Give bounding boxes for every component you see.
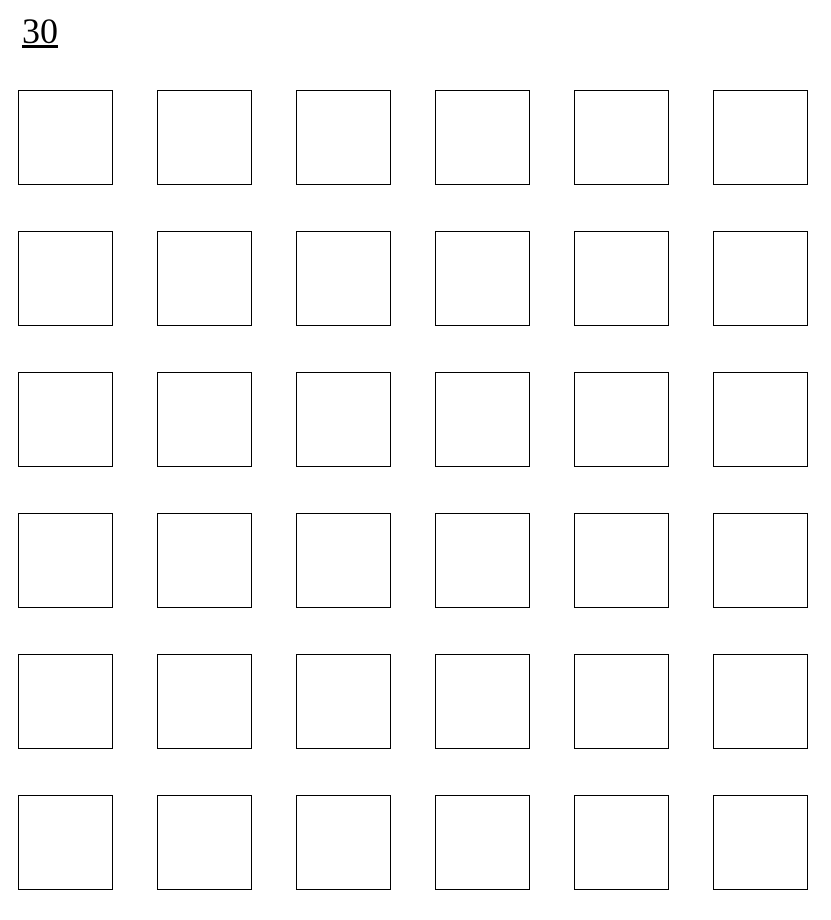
grid-cell <box>713 90 808 185</box>
grid-cell <box>296 372 391 467</box>
grid-cell <box>18 654 113 749</box>
grid-cell <box>713 231 808 326</box>
grid-cell <box>18 372 113 467</box>
grid-cell <box>296 795 391 890</box>
grid-cell <box>435 231 530 326</box>
grid-cell <box>574 513 669 608</box>
grid-cell <box>435 795 530 890</box>
grid-cell <box>18 795 113 890</box>
grid-cell <box>157 513 252 608</box>
grid-cell <box>574 654 669 749</box>
grid-cell <box>296 90 391 185</box>
square-grid <box>18 90 808 890</box>
grid-cell <box>713 513 808 608</box>
grid-cell <box>574 372 669 467</box>
grid-cell <box>18 90 113 185</box>
grid-cell <box>296 654 391 749</box>
grid-cell <box>574 90 669 185</box>
grid-cell <box>157 654 252 749</box>
grid-cell <box>157 372 252 467</box>
grid-cell <box>296 513 391 608</box>
grid-cell <box>157 90 252 185</box>
grid-cell <box>157 231 252 326</box>
grid-cell <box>435 654 530 749</box>
grid-cell <box>713 372 808 467</box>
grid-cell <box>435 90 530 185</box>
grid-cell <box>435 372 530 467</box>
grid-cell <box>574 795 669 890</box>
grid-cell <box>713 654 808 749</box>
figure-label-text: 30 <box>22 11 58 51</box>
grid-cell <box>296 231 391 326</box>
grid-cell <box>18 231 113 326</box>
grid-cell <box>713 795 808 890</box>
figure-label: 30 <box>22 10 58 52</box>
grid-cell <box>435 513 530 608</box>
grid-cell <box>574 231 669 326</box>
grid-cell <box>157 795 252 890</box>
grid-cell <box>18 513 113 608</box>
